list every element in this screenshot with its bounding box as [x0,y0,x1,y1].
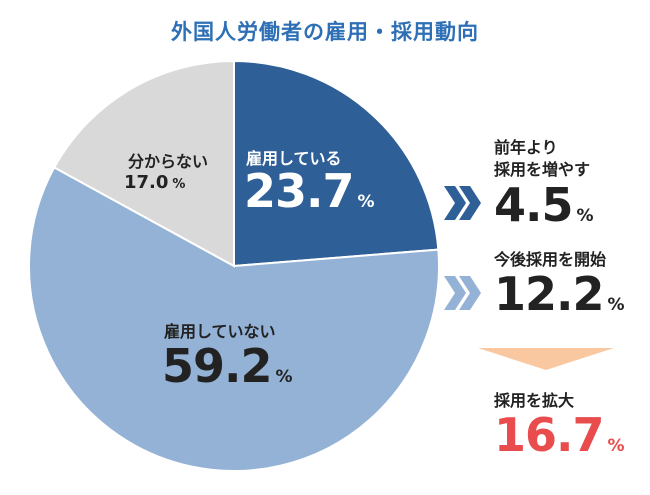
expand-label: 採用を拡大 [494,391,575,410]
increase-label-line2: 採用を増やす [494,160,591,179]
chart-title: 外国人労働者の雇用・採用動向 [171,20,479,44]
pie-slice-employing [233,59,440,268]
not-employing-label: 雇用していない [164,322,276,341]
not-employing-value: 59.2% [162,339,293,393]
chevron-light-icon [444,276,481,310]
arrow-down-icon [478,348,614,370]
employing-label: 雇用している [246,149,342,168]
expand-value: 16.7% [494,408,625,462]
unknown-value: 17.0% [124,172,186,193]
pie-slice-not-employing [28,166,440,472]
start-label: 今後採用を開始 [494,250,607,269]
chevron-dark-icon [444,186,481,220]
start-value: 12.2% [494,267,625,321]
increase-label-line1: 前年より [494,138,558,157]
unknown-label: 分からない [128,152,209,171]
increase-value: 4.5% [494,178,594,232]
employing-value: 23.7% [244,164,375,218]
pie-slice-unknown [52,59,235,268]
